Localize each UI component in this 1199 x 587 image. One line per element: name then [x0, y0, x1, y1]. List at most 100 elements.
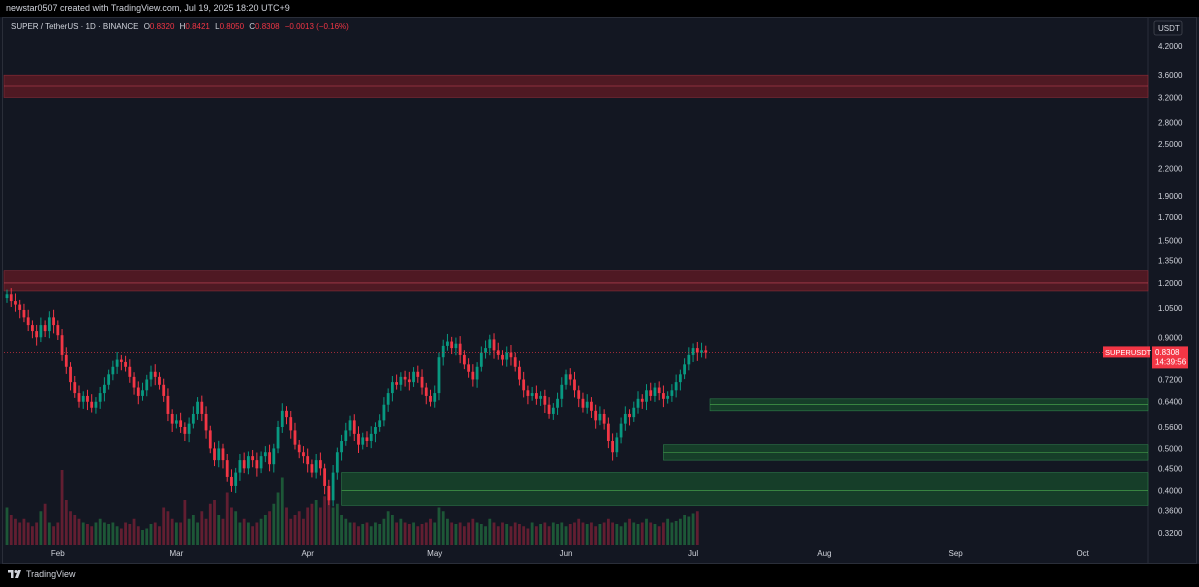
y-tick-label: 2.2000 [1158, 164, 1183, 173]
candle-body [98, 393, 102, 402]
volume-bar [221, 518, 225, 545]
candle-body [115, 359, 119, 367]
candle-body [615, 437, 619, 453]
candle-body [678, 374, 682, 383]
volume-bar [547, 526, 551, 545]
candle-body [399, 376, 403, 385]
candle-body [522, 379, 526, 391]
candle-body [314, 460, 318, 473]
candle-body [272, 448, 276, 465]
volume-bar [272, 503, 276, 545]
candle-body [183, 426, 187, 434]
volume-bar [577, 518, 581, 545]
volume-bar [390, 515, 394, 545]
candle-body [221, 448, 225, 461]
candle-body [441, 345, 445, 358]
volume-bar [293, 515, 297, 545]
candle-body [348, 420, 352, 431]
candle-body [285, 410, 288, 418]
volume-bar [43, 503, 47, 545]
candle-body [179, 420, 183, 427]
y-tick-label: 2.8000 [1158, 119, 1183, 128]
volume-bar [318, 507, 322, 545]
volume-bar [386, 511, 390, 545]
candle-body [107, 374, 111, 385]
candle-body [407, 379, 411, 383]
candle-body [585, 401, 589, 408]
volume-bar [35, 522, 39, 545]
candle-body [526, 390, 530, 396]
candle-body [369, 433, 373, 442]
candle-body [302, 452, 305, 457]
candle-body [467, 364, 471, 372]
volume-bar [471, 518, 475, 545]
candle-body [378, 420, 382, 427]
volume-bar [365, 522, 369, 545]
volume-bar [69, 511, 72, 545]
volume-bar [9, 515, 13, 545]
volume-bar [526, 528, 530, 545]
candle-body [335, 452, 339, 473]
symbol-badge [1103, 346, 1150, 358]
x-tick-label: May [427, 549, 442, 558]
candle-body [649, 390, 653, 396]
candle-body [653, 387, 657, 396]
volume-bar [429, 518, 432, 545]
candle-body [361, 437, 365, 445]
candle-body [479, 352, 483, 367]
candle-body [187, 423, 191, 434]
volume-bar [179, 522, 183, 545]
x-tick-label: Jul [688, 549, 698, 558]
volume-bar [534, 526, 538, 545]
candle-body [103, 384, 106, 394]
candle-body [196, 401, 199, 414]
candle-body [60, 335, 64, 355]
tradingview-logo[interactable]: TradingView [8, 569, 76, 579]
candle-body [149, 371, 153, 380]
volume-bar [420, 524, 424, 545]
volume-bar [331, 507, 335, 545]
candle-body [619, 423, 623, 438]
volume-bar [297, 511, 301, 545]
volume-bar [657, 526, 661, 545]
y-tick-label: 2.5000 [1158, 140, 1183, 149]
candle-body [145, 379, 149, 391]
y-tick-label: 4.2000 [1158, 42, 1183, 51]
candle-body [191, 413, 195, 424]
candle-body [484, 348, 487, 353]
volume-bar [191, 515, 195, 545]
open-value: 0.8320 [149, 22, 175, 31]
candle-body [119, 359, 123, 362]
volume-bar [268, 511, 271, 545]
candle-body [43, 325, 47, 332]
candle-body [513, 357, 517, 367]
candle-body [645, 390, 648, 402]
volume-bar [302, 518, 305, 545]
candle-body [518, 366, 521, 380]
candle-body [403, 376, 407, 380]
candle-body [90, 401, 94, 408]
candle-body [213, 448, 216, 461]
volume-bar [259, 518, 263, 545]
volume-bar [564, 526, 568, 545]
volume-bar [166, 511, 170, 545]
volume-bar [568, 524, 572, 545]
volume-bar [14, 518, 17, 545]
candle-body [437, 357, 441, 394]
candle-body [35, 331, 39, 338]
x-tick-label: Apr [301, 549, 314, 558]
y-tick-label: 0.3200 [1158, 529, 1183, 538]
volume-bar [505, 524, 509, 545]
volume-bar [467, 522, 471, 545]
candle-body [141, 390, 144, 396]
candle-body [590, 401, 593, 411]
candle-body [128, 366, 132, 377]
volume-bar [323, 496, 327, 545]
open-label: O [143, 22, 150, 31]
volume-bar [628, 518, 631, 545]
candle-body [81, 395, 85, 402]
volume-bar [522, 526, 526, 545]
candle-body [22, 309, 26, 318]
volume-bar [492, 522, 496, 545]
